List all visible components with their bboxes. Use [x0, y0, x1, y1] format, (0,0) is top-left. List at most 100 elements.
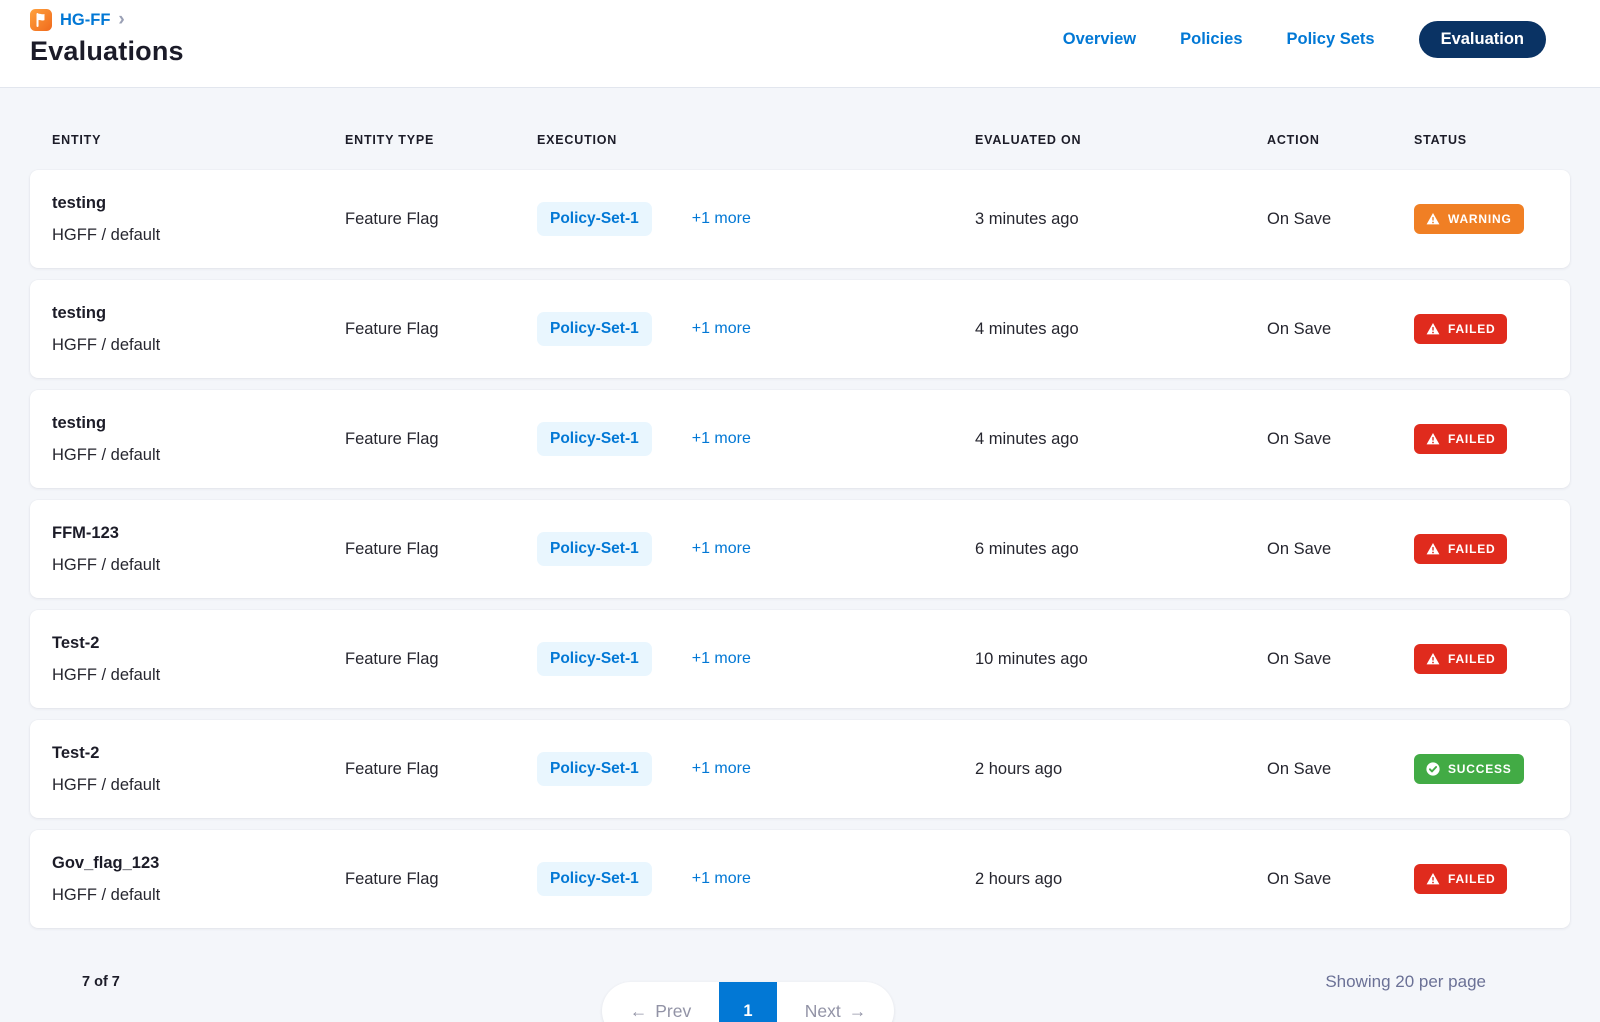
- breadcrumb-project-link[interactable]: HG-FF: [60, 10, 111, 29]
- entity-name: testing: [52, 193, 107, 212]
- execution-cell: Policy-Set-1 +1 more: [537, 862, 975, 896]
- entity-cell: testing HGFF / default: [52, 414, 345, 465]
- table-footer: 7 of 7 ← Prev 1 Next → Showing 20 per pa…: [30, 940, 1570, 1022]
- evaluated-on: 4 minutes ago: [975, 429, 1079, 448]
- arrow-left-icon: ←: [629, 1000, 648, 1021]
- tab-overview[interactable]: Overview: [1062, 30, 1137, 48]
- policy-set-chip[interactable]: Policy-Set-1: [537, 642, 652, 676]
- evaluated-on: 10 minutes ago: [975, 649, 1088, 668]
- status-badge: FAILED: [1414, 424, 1508, 454]
- more-policies-link[interactable]: +1 more: [691, 320, 751, 337]
- chevron-right-icon: ›: [118, 8, 125, 30]
- more-policies-link[interactable]: +1 more: [691, 210, 751, 227]
- table-row[interactable]: testing HGFF / default Feature Flag Poli…: [30, 170, 1570, 268]
- entity-path: HGFF / default: [52, 445, 161, 464]
- entity-type: Feature Flag: [345, 429, 439, 448]
- table-row[interactable]: Test-2 HGFF / default Feature Flag Polic…: [30, 610, 1570, 708]
- entity-cell: testing HGFF / default: [52, 194, 345, 245]
- status-badge: FAILED: [1414, 534, 1508, 564]
- entity-type: Feature Flag: [345, 759, 439, 778]
- table-row[interactable]: Gov_flag_123 HGFF / default Feature Flag…: [30, 830, 1570, 928]
- action: On Save: [1267, 649, 1332, 668]
- evaluated-on: 2 hours ago: [975, 869, 1063, 888]
- policy-set-chip[interactable]: Policy-Set-1: [537, 312, 652, 346]
- prev-label: Prev: [655, 1000, 692, 1021]
- more-policies-link[interactable]: +1 more: [691, 760, 751, 777]
- entity-name: Test-2: [52, 633, 100, 652]
- entity-name: testing: [52, 413, 107, 432]
- execution-cell: Policy-Set-1 +1 more: [537, 752, 975, 786]
- more-policies-link[interactable]: +1 more: [691, 540, 751, 557]
- status-badge: FAILED: [1414, 314, 1508, 344]
- policy-set-chip[interactable]: Policy-Set-1: [537, 532, 652, 566]
- entity-type: Feature Flag: [345, 319, 439, 338]
- status-label: FAILED: [1448, 652, 1496, 666]
- action: On Save: [1267, 539, 1332, 558]
- table-header-row: ENTITY ENTITY TYPE EXECUTION EVALUATED O…: [30, 88, 1570, 170]
- warning-triangle-icon: [1426, 213, 1440, 225]
- status-cell: FAILED: [1414, 534, 1552, 564]
- status-label: FAILED: [1448, 872, 1496, 886]
- status-badge: SUCCESS: [1414, 754, 1524, 784]
- pagination: ← Prev 1 Next →: [602, 982, 894, 1022]
- execution-cell: Policy-Set-1 +1 more: [537, 532, 975, 566]
- status-badge: FAILED: [1414, 864, 1508, 894]
- entity-type: Feature Flag: [345, 869, 439, 888]
- evaluated-on: 3 minutes ago: [975, 209, 1079, 228]
- status-cell: FAILED: [1414, 864, 1552, 894]
- policy-set-chip[interactable]: Policy-Set-1: [537, 862, 652, 896]
- total-count: 7 of 7: [82, 974, 120, 990]
- status-cell: FAILED: [1414, 644, 1552, 674]
- entity-name: Test-2: [52, 743, 100, 762]
- column-header-entity: ENTITY: [52, 133, 102, 147]
- status-cell: FAILED: [1414, 314, 1552, 344]
- policy-set-chip[interactable]: Policy-Set-1: [537, 422, 652, 456]
- action: On Save: [1267, 429, 1332, 448]
- tab-evaluation-active[interactable]: Evaluation: [1418, 21, 1546, 58]
- warning-triangle-icon: [1426, 873, 1440, 885]
- current-page-button[interactable]: 1: [719, 982, 777, 1022]
- action: On Save: [1267, 319, 1332, 338]
- entity-type: Feature Flag: [345, 209, 439, 228]
- table-row[interactable]: Test-2 HGFF / default Feature Flag Polic…: [30, 720, 1570, 818]
- policy-set-chip[interactable]: Policy-Set-1: [537, 202, 652, 236]
- policy-set-chip[interactable]: Policy-Set-1: [537, 752, 652, 786]
- status-label: FAILED: [1448, 432, 1496, 446]
- more-policies-link[interactable]: +1 more: [691, 430, 751, 447]
- entity-cell: Gov_flag_123 HGFF / default: [52, 854, 345, 905]
- top-nav: Overview Policies Policy Sets Evaluation: [1063, 21, 1546, 58]
- next-page-button[interactable]: Next →: [777, 982, 894, 1022]
- tab-policies[interactable]: Policies: [1180, 30, 1243, 48]
- table-row[interactable]: FFM-123 HGFF / default Feature Flag Poli…: [30, 500, 1570, 598]
- entity-cell: testing HGFF / default: [52, 304, 345, 355]
- status-label: SUCCESS: [1448, 762, 1512, 776]
- action: On Save: [1267, 759, 1332, 778]
- evaluated-on: 6 minutes ago: [975, 539, 1079, 558]
- execution-cell: Policy-Set-1 +1 more: [537, 202, 975, 236]
- more-policies-link[interactable]: +1 more: [691, 870, 751, 887]
- evaluated-on: 2 hours ago: [975, 759, 1063, 778]
- prev-page-button[interactable]: ← Prev: [602, 982, 719, 1022]
- execution-cell: Policy-Set-1 +1 more: [537, 422, 975, 456]
- table-row[interactable]: testing HGFF / default Feature Flag Poli…: [30, 280, 1570, 378]
- entity-path: HGFF / default: [52, 775, 161, 794]
- entity-name: FFM-123: [52, 523, 119, 542]
- next-label: Next: [804, 1000, 841, 1021]
- entity-path: HGFF / default: [52, 665, 161, 684]
- tab-policy-sets[interactable]: Policy Sets: [1286, 30, 1375, 48]
- column-header-evaluated-on: EVALUATED ON: [975, 133, 1082, 147]
- breadcrumb: HG-FF ›: [30, 9, 125, 31]
- execution-cell: Policy-Set-1 +1 more: [537, 642, 975, 676]
- entity-cell: FFM-123 HGFF / default: [52, 524, 345, 575]
- more-policies-link[interactable]: +1 more: [691, 650, 751, 667]
- page-size-indicator: Showing 20 per page: [1325, 972, 1486, 991]
- entity-name: testing: [52, 303, 107, 322]
- entity-type: Feature Flag: [345, 539, 439, 558]
- status-cell: FAILED: [1414, 424, 1552, 454]
- warning-triangle-icon: [1426, 653, 1440, 665]
- warning-triangle-icon: [1426, 543, 1440, 555]
- evaluations-table: ENTITY ENTITY TYPE EXECUTION EVALUATED O…: [0, 88, 1600, 1022]
- entity-path: HGFF / default: [52, 225, 161, 244]
- execution-cell: Policy-Set-1 +1 more: [537, 312, 975, 346]
- table-row[interactable]: testing HGFF / default Feature Flag Poli…: [30, 390, 1570, 488]
